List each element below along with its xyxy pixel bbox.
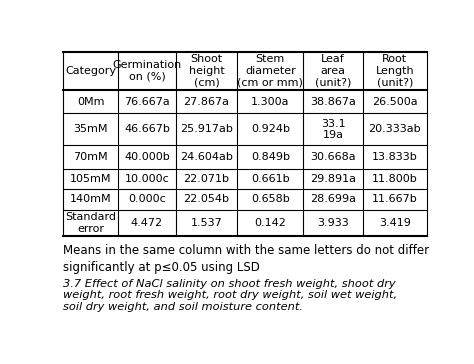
Text: 22.071b: 22.071b [183, 174, 229, 184]
Text: 13.833b: 13.833b [372, 152, 418, 162]
Text: 0Mm: 0Mm [77, 96, 104, 107]
Text: 70mM: 70mM [73, 152, 108, 162]
Text: 38.867a: 38.867a [310, 96, 356, 107]
Text: Category: Category [65, 66, 116, 76]
Text: 140mM: 140mM [70, 194, 111, 204]
Text: 25.917ab: 25.917ab [180, 124, 233, 134]
Text: Shoot
height
(cm): Shoot height (cm) [189, 54, 224, 88]
Text: 20.333ab: 20.333ab [368, 124, 421, 134]
Text: 3.419: 3.419 [379, 218, 410, 228]
Text: 0.658b: 0.658b [251, 194, 290, 204]
Text: 35mM: 35mM [73, 124, 108, 134]
Text: significantly at p≤0.05 using LSD: significantly at p≤0.05 using LSD [63, 261, 260, 274]
Text: 0.661b: 0.661b [251, 174, 290, 184]
Text: Leaf
area
(unit?): Leaf area (unit?) [315, 54, 351, 88]
Text: 24.604ab: 24.604ab [180, 152, 233, 162]
Text: 0.000c: 0.000c [128, 194, 166, 204]
Text: 30.668a: 30.668a [310, 152, 356, 162]
Text: 29.891a: 29.891a [310, 174, 356, 184]
Text: Root
Length
(unit?): Root Length (unit?) [375, 54, 414, 88]
Text: 46.667b: 46.667b [124, 124, 170, 134]
Text: Means in the same column with the same letters do not differ: Means in the same column with the same l… [63, 244, 429, 257]
Text: 40.000b: 40.000b [124, 152, 170, 162]
Text: 27.867a: 27.867a [183, 96, 229, 107]
Text: 10.000c: 10.000c [125, 174, 169, 184]
Text: 1.300a: 1.300a [251, 96, 290, 107]
Text: 3.7 Effect of NaCl salinity on shoot fresh weight, shoot dry
weight, root fresh : 3.7 Effect of NaCl salinity on shoot fre… [63, 279, 397, 312]
Text: Standard
error: Standard error [65, 212, 116, 234]
Text: Germination
on (%): Germination on (%) [112, 60, 182, 82]
Text: 33.1
19a: 33.1 19a [321, 119, 346, 140]
Text: 22.054b: 22.054b [183, 194, 229, 204]
Text: Stem
diameter
(cm or mm): Stem diameter (cm or mm) [237, 54, 303, 88]
Text: 105mM: 105mM [70, 174, 111, 184]
Text: 0.849b: 0.849b [251, 152, 290, 162]
Text: 0.924b: 0.924b [251, 124, 290, 134]
Text: 76.667a: 76.667a [124, 96, 170, 107]
Text: 26.500a: 26.500a [372, 96, 418, 107]
Text: 28.699a: 28.699a [310, 194, 356, 204]
Text: 1.537: 1.537 [191, 218, 222, 228]
Text: 11.800b: 11.800b [372, 174, 418, 184]
Text: 4.472: 4.472 [131, 218, 163, 228]
Text: 0.142: 0.142 [255, 218, 286, 228]
Text: 11.667b: 11.667b [372, 194, 418, 204]
Text: 3.933: 3.933 [317, 218, 349, 228]
